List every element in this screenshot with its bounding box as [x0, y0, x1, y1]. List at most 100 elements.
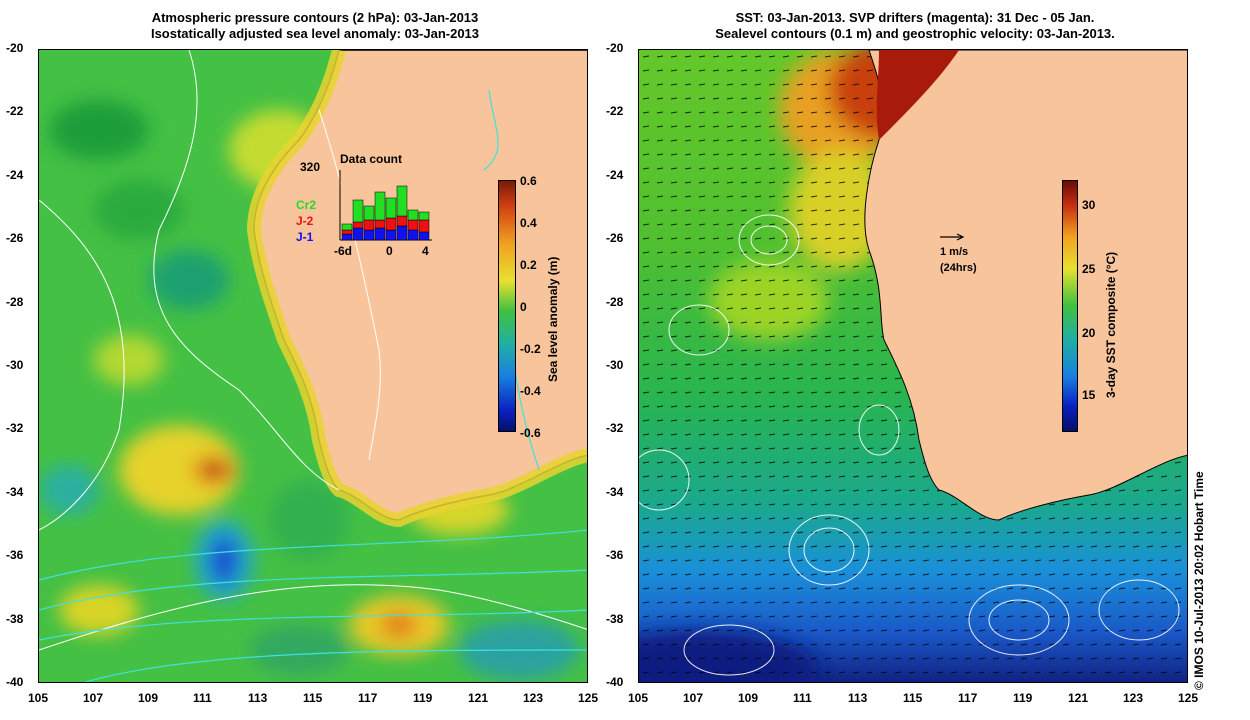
left-lon-tick: 107 — [83, 691, 104, 705]
inset-xtick-neg6: -6d — [334, 244, 352, 258]
slcb-tick-4: 0 — [520, 300, 527, 314]
sea-level-colorbar-label: Sea level anomaly (m) — [546, 256, 560, 382]
right-lat-tick: -30 — [606, 358, 624, 372]
inset-bar-segment — [385, 229, 397, 241]
inset-xtick-0: 0 — [386, 244, 393, 258]
inset-bar-segment — [374, 191, 386, 221]
right-lat-tick: -28 — [606, 294, 624, 309]
imos-credit: © IMOS 10-Jul-2013 20:02 Hobart Time — [1192, 471, 1206, 690]
left-lon-tick: 119 — [413, 691, 433, 705]
sst-map — [638, 49, 1188, 683]
inset-bar-segment — [407, 229, 419, 241]
sst-colorbar-label: 3-day SST composite (°C) — [1104, 251, 1118, 398]
inset-bar-segment — [341, 233, 353, 241]
right-lon-tick: 113 — [848, 691, 868, 705]
inset-bar-segment — [341, 223, 353, 231]
inset-bars — [339, 170, 432, 241]
slcb-tick-5: -0.2 — [520, 342, 541, 356]
inset-bar-segment — [396, 185, 408, 217]
inset-bar-segment — [418, 219, 430, 233]
inset-legend-j1: J-1 — [296, 230, 314, 244]
left-lon-tick: 109 — [138, 691, 159, 705]
slcb-tick-3: 0.2 — [520, 258, 537, 272]
inset-bar-segment — [363, 205, 375, 221]
inset-bar-segment — [341, 229, 353, 235]
right-lon-tick: 117 — [958, 691, 978, 705]
left-lon-tick: 105 — [28, 691, 49, 705]
left-lat-tick: -38 — [6, 611, 24, 626]
inset-bar-segment — [385, 197, 397, 219]
slcb-tick-6: -0.4 — [520, 384, 541, 398]
left-lat-tick: -40 — [6, 675, 24, 689]
sea-level-colorbar — [498, 180, 516, 432]
inset-bar-segment — [396, 215, 408, 227]
data-count-inset: Data count 320 Cr2 J-2 J-1 -6d 0 4 — [296, 150, 436, 260]
left-lat-tick: -36 — [6, 548, 24, 563]
inset-bar-segment — [385, 217, 397, 231]
left-lat-tick: -26 — [6, 231, 24, 246]
left-lon-tick: 111 — [193, 691, 212, 705]
inset-legend-j2: J-2 — [296, 214, 314, 228]
right-lon-tick: 107 — [683, 691, 704, 705]
scale-arrow-icon — [940, 233, 965, 241]
scale-arrow-label: 1 m/s — [940, 246, 969, 258]
left-lon-tick: 123 — [523, 691, 544, 705]
inset-bar-segment — [407, 209, 419, 221]
right-lon-tick: 121 — [1068, 691, 1089, 705]
right-lat-tick: -26 — [606, 231, 624, 246]
sst-colorbar — [1062, 180, 1078, 432]
right-title-line1: SST: 03-Jan-2013. SVP drifters (magenta)… — [735, 10, 1095, 25]
slcb-tick-7: -0.6 — [520, 426, 541, 440]
right-lat-tick: -20 — [606, 41, 624, 55]
sstcb-tick-3: 20 — [1082, 326, 1096, 340]
right-lon-tick: 123 — [1123, 691, 1144, 705]
right-lat-tick: -32 — [606, 421, 624, 436]
right-lat-tick: -36 — [606, 548, 624, 563]
left-lat-tick: -30 — [6, 358, 24, 372]
inset-bar-segment — [352, 227, 364, 241]
left-lat-tick: -28 — [6, 294, 24, 309]
right-lon-tick: 109 — [738, 691, 759, 705]
left-lat-tick: -24 — [6, 167, 24, 182]
inset-bar-segment — [396, 225, 408, 241]
inset-bar-segment — [418, 211, 430, 221]
slcb-tick-2: 0.4 — [520, 216, 537, 230]
sstcb-tick-1: 30 — [1082, 198, 1096, 212]
inset-title: Data count — [340, 152, 403, 166]
right-lon-tick: 111 — [793, 691, 812, 705]
slcb-tick-1: 0.6 — [520, 174, 537, 188]
sstcb-tick-4: 15 — [1082, 388, 1096, 402]
scale-arrow-sublabel: (24hrs) — [940, 262, 977, 274]
inset-bar-segment — [374, 219, 386, 229]
inset-xtick-4: 4 — [422, 244, 429, 258]
left-lat-tick: -34 — [6, 484, 24, 499]
right-lon-tick: 115 — [903, 691, 923, 705]
inset-bar-segment — [374, 227, 386, 241]
left-title-line2: Isostatically adjusted sea level anomaly… — [150, 26, 480, 41]
inset-bar-segment — [363, 229, 375, 241]
left-lon-tick: 115 — [303, 691, 323, 705]
inset-bar-segment — [418, 231, 430, 241]
right-lon-tick: 105 — [628, 691, 649, 705]
left-lat-tick: -20 — [6, 41, 24, 55]
inset-bar-segment — [363, 219, 375, 231]
sstcb-tick-2: 25 — [1082, 262, 1096, 276]
right-lat-tick: -34 — [606, 484, 624, 499]
left-lon-tick: 117 — [358, 691, 378, 705]
sea-level-anomaly-map — [38, 49, 588, 683]
right-lon-tick: 119 — [1013, 691, 1033, 705]
left-panel-title: Atmospheric pressure contours (2 hPa): 0… — [40, 10, 590, 42]
inset-legend-cr2: Cr2 — [296, 198, 317, 212]
left-lon-tick: 125 — [578, 691, 599, 705]
left-lon-tick: 121 — [468, 691, 489, 705]
right-lat-tick: -22 — [606, 104, 624, 119]
left-title-line1: Atmospheric pressure contours (2 hPa): 0… — [151, 10, 479, 25]
inset-max-label: 320 — [300, 160, 321, 174]
right-panel-title: SST: 03-Jan-2013. SVP drifters (magenta)… — [640, 10, 1190, 42]
right-lon-tick: 125 — [1178, 691, 1199, 705]
right-lat-tick: -40 — [606, 675, 624, 689]
inset-bar-segment — [352, 199, 364, 223]
inset-bar-segment — [352, 221, 364, 229]
left-lat-tick: -22 — [6, 104, 24, 119]
right-lat-tick: -24 — [606, 167, 624, 182]
